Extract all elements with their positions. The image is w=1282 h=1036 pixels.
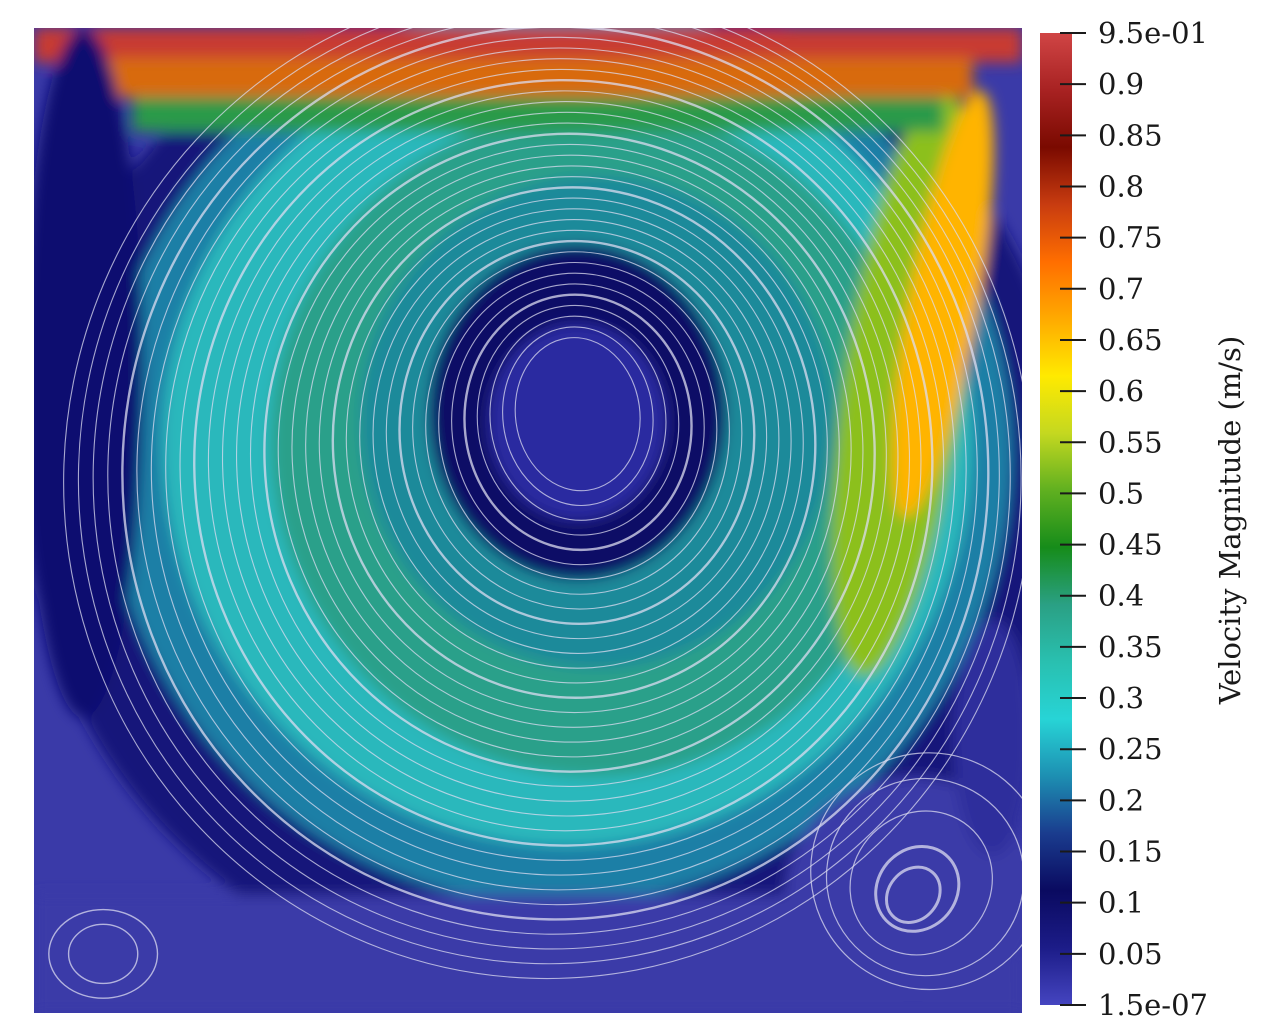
streamline-primary [277, 143, 864, 758]
streamline-primary [263, 132, 876, 773]
streamline-primary [63, 28, 1022, 980]
colorbar-tick-label: 0.8 [1098, 169, 1144, 203]
streamline-primary [305, 165, 840, 728]
streamline-primary [150, 47, 967, 891]
streamline-primary [412, 251, 743, 610]
streamline-secondary [825, 777, 1022, 977]
streamline-primary [193, 78, 934, 847]
field-lid-red [34, 28, 1022, 63]
colorbar-ticks: 9.5e-01 0.9 0.85 0.8 0.75 0.7 0.65 0.6 0.55 0.5 0.… [1060, 16, 1208, 1022]
field-left-dark [34, 28, 143, 718]
streamline-primary [451, 283, 705, 566]
streamline-primary [165, 58, 956, 876]
colorbar-tick-label: 0.55 [1098, 425, 1163, 459]
streamline-primary [77, 28, 1022, 965]
colorbar-tick-label: 0.45 [1098, 528, 1163, 562]
colorbar-tick-label: 0.3 [1098, 681, 1144, 715]
colorbar-tick-label: 0.9 [1098, 67, 1144, 101]
colorbar-tick-label: 0.5 [1098, 476, 1144, 510]
colorbar-tick-label: 0.15 [1098, 835, 1163, 869]
streamline-primary [425, 261, 730, 595]
streamline-secondary [810, 752, 1022, 991]
colorbar-tick-label: 0.85 [1098, 118, 1163, 152]
colorbar-tick-label: 1.5e-07 [1098, 988, 1208, 1022]
streamline-primary [514, 337, 641, 492]
streamline-primary [249, 122, 887, 787]
colorbar-tick-label: 9.5e-01 [1098, 16, 1208, 50]
streamline-corner [67, 923, 139, 985]
streamline-primary [136, 36, 978, 906]
streamline-primary [221, 101, 911, 817]
streamline-primary [291, 154, 852, 743]
streamline-primary [207, 90, 922, 832]
streamlines [48, 28, 1022, 999]
colorbar-tick-label: 0.2 [1098, 783, 1144, 817]
streamline-primary [179, 68, 945, 861]
streamline-primary [331, 186, 817, 699]
colorbar-tick-label: 0.25 [1098, 732, 1163, 766]
streamline-secondary [885, 865, 942, 924]
colorbar-tick-label: 0.7 [1098, 272, 1144, 306]
colorbar-tick-label: 0.4 [1098, 579, 1144, 613]
streamline-primary [438, 272, 718, 581]
streamline-primary [318, 176, 828, 714]
streamline-primary [463, 293, 693, 552]
streamline-primary [92, 28, 1011, 950]
streamline-primary [372, 219, 780, 654]
streamline-primary [476, 304, 680, 536]
colorbar-tick-label: 0.6 [1098, 374, 1144, 408]
field-right-low [952, 619, 1022, 856]
colorbar-title: Velocity Magnitude (m/s) [1213, 336, 1247, 706]
streamline-primary [398, 239, 756, 626]
streamline-primary [235, 111, 899, 802]
streamline-primary [345, 197, 804, 684]
colorbar-tick-label: 0.1 [1098, 886, 1144, 920]
streamline-primary [359, 208, 792, 669]
streamline-primary [107, 28, 1000, 935]
streamline-primary [121, 28, 990, 921]
field-layers [34, 28, 1022, 1013]
streamline-primary [502, 326, 654, 507]
colorbar: 9.5e-01 0.9 0.85 0.8 0.75 0.7 0.65 0.6 0.55 0.5 0.… [1040, 16, 1247, 1022]
streamline-corner [48, 908, 159, 999]
streamline-secondary [874, 844, 961, 933]
streamline-secondary [849, 810, 993, 956]
colorbar-tick-label: 0.05 [1098, 937, 1163, 971]
colorbar-gradient [1040, 33, 1072, 1005]
streamline-primary [489, 315, 667, 521]
streamline-primary [385, 229, 768, 640]
colorbar-tick-label: 0.35 [1098, 630, 1163, 664]
field-lid-orange [83, 57, 973, 97]
colorbar-tick-label: 0.65 [1098, 323, 1163, 357]
heatmap-field [34, 28, 1022, 1013]
colorbar-tick-label: 0.75 [1098, 221, 1163, 255]
